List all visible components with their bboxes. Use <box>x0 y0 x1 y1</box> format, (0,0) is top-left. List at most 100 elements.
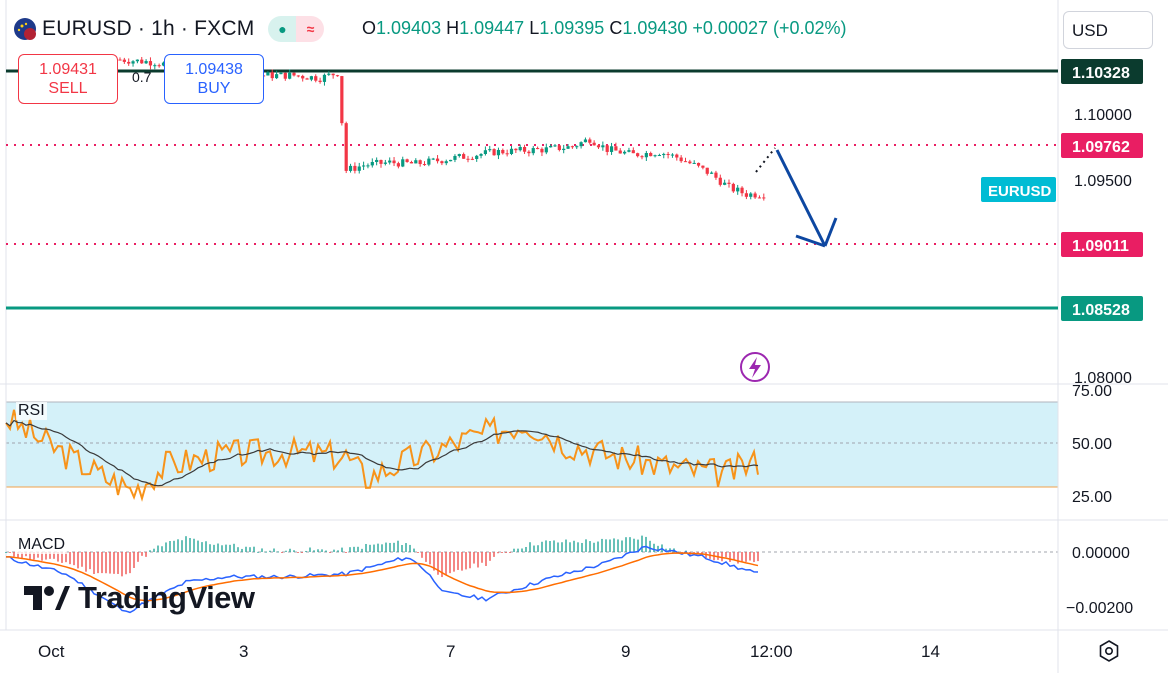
macd-histogram-bar <box>473 552 475 564</box>
macd-histogram-bar <box>693 552 695 554</box>
rsi-pane-label[interactable]: RSI <box>16 402 47 420</box>
macd-histogram-bar <box>445 552 447 575</box>
candle-body <box>275 74 279 79</box>
macd-histogram-bar <box>429 552 431 565</box>
candle-body <box>388 160 392 163</box>
macd-histogram-bar <box>397 540 399 552</box>
candle-body <box>466 158 470 160</box>
macd-histogram-bar <box>265 551 267 553</box>
macd-histogram-bar <box>665 548 667 552</box>
candle-body <box>335 75 340 77</box>
macd-pane-label[interactable]: MACD <box>16 536 68 554</box>
macd-histogram-bar <box>201 542 203 552</box>
wave-icon[interactable]: ≈ <box>296 16 325 42</box>
candle-body <box>549 145 553 148</box>
macd-histogram-bar <box>641 535 643 552</box>
macd-histogram-bar <box>81 552 83 567</box>
candle-body <box>670 154 675 156</box>
price-label-1-10000: 1.10000 <box>1074 107 1132 124</box>
symbol-title[interactable]: EURUSD · 1h · FXCM <box>42 17 255 40</box>
candle-body <box>322 74 327 82</box>
macd-histogram-bar <box>649 540 651 552</box>
tradingview-logo-icon <box>24 586 70 610</box>
candle-body <box>649 153 653 157</box>
candle-body <box>462 154 466 159</box>
macd-histogram-bar <box>289 548 291 552</box>
macd-histogram-bar <box>609 539 611 552</box>
candle-body <box>540 148 544 153</box>
macd-histogram-bar <box>733 552 735 560</box>
candle-body <box>553 145 557 147</box>
candle-body <box>292 72 296 76</box>
candle-body <box>135 59 139 62</box>
macd-histogram-bar <box>377 543 379 552</box>
macd-histogram-bar <box>85 552 87 572</box>
candle-body <box>453 155 457 160</box>
price-tag-1-08528: 1.08528 <box>1061 296 1143 321</box>
macd-histogram-bar <box>97 552 99 574</box>
macd-histogram-bar <box>213 544 215 552</box>
candle-body <box>583 139 588 143</box>
candle-body <box>362 165 366 167</box>
macd-histogram-bar <box>485 552 487 566</box>
macd-histogram-bar <box>617 539 619 552</box>
macd-histogram-bar <box>753 552 755 563</box>
symbol-header[interactable]: EURUSD · 1h · FXCM ● ≈ <box>14 14 325 44</box>
ohlc-readout: O1.09403 H1.09447 L1.09395 C1.09430 +0.0… <box>362 18 847 39</box>
candle-body <box>296 75 300 77</box>
time-label-9: 9 <box>621 642 630 661</box>
candle-body <box>623 151 627 154</box>
forecast-arrow[interactable] <box>755 147 838 248</box>
candle-body <box>636 153 640 157</box>
candle-body <box>588 139 592 143</box>
macd-histogram-bar <box>633 538 635 552</box>
currency-selector[interactable]: USD <box>1063 11 1153 49</box>
macd-histogram-bar <box>433 552 435 571</box>
macd-histogram-bar <box>569 542 571 552</box>
candle-body <box>327 73 331 75</box>
chart-settings-icon[interactable] <box>1098 640 1120 662</box>
sell-button[interactable]: 1.09431 SELL <box>18 54 118 104</box>
dot-icon[interactable]: ● <box>268 16 297 42</box>
macd-histogram-bar <box>593 542 595 552</box>
buy-button[interactable]: 1.09438 BUY <box>164 54 264 104</box>
candle-body <box>505 153 509 155</box>
candle-body <box>366 165 370 167</box>
macd-histogram-bar <box>757 552 759 562</box>
candle-body <box>570 146 574 148</box>
macd-histogram-bar <box>277 551 279 553</box>
macd-histogram-bar <box>17 552 19 559</box>
candle-body <box>688 161 692 164</box>
macd-histogram-bar <box>301 552 303 553</box>
macd-histogram-bar <box>13 552 15 557</box>
macd-histogram-bar <box>73 552 75 566</box>
lightning-icon[interactable] <box>740 352 770 382</box>
macd-histogram-bar <box>333 549 335 552</box>
macd-histogram-bar <box>369 544 371 552</box>
macd-histogram-bar <box>557 542 559 552</box>
macd-histogram-bar <box>341 547 343 552</box>
macd-histogram-bar <box>185 536 187 552</box>
macd-histogram-bar <box>153 548 155 552</box>
macd-histogram-bar <box>249 547 251 552</box>
candle-body <box>657 155 661 157</box>
candle-body <box>353 165 357 171</box>
macd-histogram-bar <box>417 552 419 553</box>
close-label: C <box>609 18 623 38</box>
price-tag-1-09762: 1.09762 <box>1061 133 1143 158</box>
macd-histogram-bar <box>321 549 323 552</box>
tradingview-logo[interactable]: TradingView <box>24 580 255 616</box>
macd-histogram-bar <box>29 552 31 560</box>
macd-histogram-bar <box>193 538 195 552</box>
time-label-14: 14 <box>921 642 940 661</box>
macd-histogram-bar <box>585 539 587 552</box>
macd-histogram-bar <box>613 538 615 552</box>
macd-histogram-bar <box>109 552 111 574</box>
candle-body <box>727 182 731 184</box>
status-pill[interactable]: ● ≈ <box>268 16 325 42</box>
macd-histogram-bar <box>169 541 171 552</box>
candle-body <box>161 62 166 66</box>
candle-body <box>440 161 444 164</box>
candle-body <box>714 172 718 178</box>
